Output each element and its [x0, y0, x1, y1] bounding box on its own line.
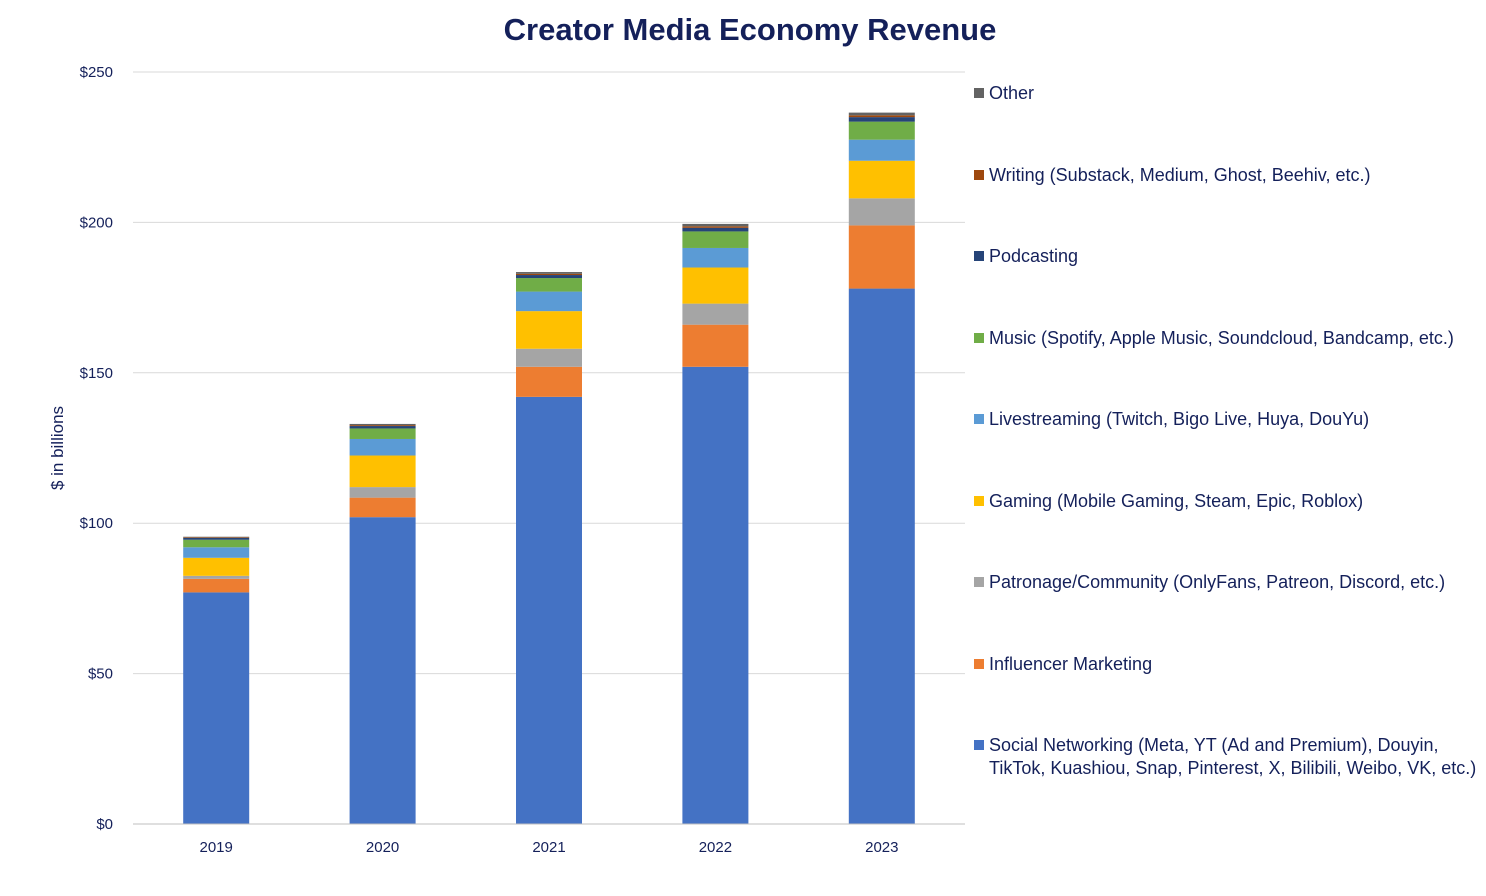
y-tick-label: $250 [80, 64, 113, 81]
bar-segment [183, 547, 250, 558]
bar-segment [516, 348, 582, 367]
bar-segment [183, 575, 250, 579]
bar-segment [183, 557, 250, 576]
bar-segment [682, 324, 749, 367]
legend-swatch [974, 577, 984, 587]
bar-segment [848, 139, 915, 161]
bar-segment [349, 426, 416, 429]
bar-segment [682, 366, 749, 824]
legend-item: Podcasting [974, 245, 1479, 268]
axes: $0 $50 $100 $150 $200 $250 2019 2020 2021 2022 202… [80, 64, 965, 856]
legend-swatch [974, 333, 984, 343]
bar-segment [183, 539, 250, 548]
legend-label: Patronage/Community (OnlyFans, Patreon, … [989, 572, 1446, 592]
legend-item: Livestreaming (Twitch, Bigo Live, Huya, … [974, 408, 1479, 431]
bar-segment [848, 121, 915, 140]
bar-segment [682, 223, 749, 227]
bar-segment [516, 273, 582, 276]
bar-segment [183, 592, 250, 824]
bar-segment [848, 225, 915, 289]
y-tick-label: $150 [80, 365, 113, 382]
x-tick-label: 2022 [699, 839, 732, 856]
y-tick-label: $0 [96, 816, 113, 833]
legend-swatch [974, 414, 984, 424]
bar-segment [682, 303, 749, 325]
legend-item: Music (Spotify, Apple Music, Soundcloud,… [974, 327, 1479, 350]
legend-item: Gaming (Mobile Gaming, Steam, Epic, Robl… [974, 490, 1479, 513]
bar-segment [349, 455, 416, 488]
legend-label: Social Networking (Meta, YT (Ad and Prem… [989, 735, 1477, 778]
legend: Other Writing (Substack, Medium, Ghost, B… [974, 0, 1479, 896]
legend-swatch [974, 170, 984, 180]
legend-swatch [974, 251, 984, 261]
bar-segment [682, 227, 749, 232]
bar-segment [682, 267, 749, 304]
legend-swatch [974, 496, 984, 506]
y-tick-label: $200 [80, 214, 113, 231]
bar-segment [183, 536, 250, 538]
bar-segment [183, 578, 250, 593]
legend-label: Music (Spotify, Apple Music, Soundcloud,… [989, 328, 1454, 348]
bar-segment [183, 537, 250, 540]
chart-title: Creator Media Economy Revenue [503, 12, 997, 47]
legend-item: Social Networking (Meta, YT (Ad and Prem… [974, 734, 1479, 780]
bar-segment [848, 288, 915, 824]
bar-segment [516, 396, 582, 824]
bar-segment [848, 112, 915, 116]
y-axis-label: $ in billions [48, 405, 67, 491]
bar-segment [682, 231, 749, 248]
bar-segment [848, 160, 915, 199]
bar-segment [349, 425, 416, 427]
bar-segment [516, 291, 582, 312]
legend-item: Writing (Substack, Medium, Ghost, Beehiv… [974, 164, 1479, 187]
x-tick-label: 2021 [532, 839, 565, 856]
legend-item: Other [974, 82, 1479, 105]
bar-segment [848, 117, 915, 122]
x-tick-label: 2023 [865, 839, 898, 856]
legend-label: Influencer Marketing [989, 654, 1153, 674]
bar-segment [183, 537, 250, 538]
bar-segment [349, 438, 416, 456]
bar-segment [349, 517, 416, 824]
bar-segment [848, 115, 915, 118]
legend-swatch [974, 88, 984, 98]
legend-item: Influencer Marketing [974, 653, 1479, 676]
x-tick-label: 2019 [200, 839, 233, 856]
bar-segment [516, 311, 582, 349]
bar-segment [848, 198, 915, 226]
x-tick-label: 2020 [366, 839, 399, 856]
y-tick-label: $50 [88, 666, 113, 683]
legend-swatch [974, 740, 984, 750]
bar-segment [516, 366, 582, 397]
legend-item: Patronage/Community (OnlyFans, Patreon, … [974, 571, 1479, 594]
bar-segment [516, 275, 582, 279]
bar-segment [349, 497, 416, 518]
bar-segment [516, 278, 582, 292]
legend-label: Livestreaming (Twitch, Bigo Live, Huya, … [989, 409, 1370, 429]
bar-segment [349, 487, 416, 498]
bar-segment [349, 428, 416, 439]
bars [183, 112, 915, 824]
bar-segment [349, 423, 416, 426]
legend-label: Gaming (Mobile Gaming, Steam, Epic, Robl… [989, 491, 1364, 511]
bar-segment [682, 226, 749, 228]
y-tick-label: $100 [80, 515, 113, 532]
legend-swatch [974, 659, 984, 669]
bar-segment [516, 272, 582, 274]
bar-segment [682, 247, 749, 268]
legend-label: Other [989, 83, 1035, 103]
legend-label: Podcasting [989, 246, 1079, 266]
legend-label: Writing (Substack, Medium, Ghost, Beehiv… [989, 165, 1371, 185]
